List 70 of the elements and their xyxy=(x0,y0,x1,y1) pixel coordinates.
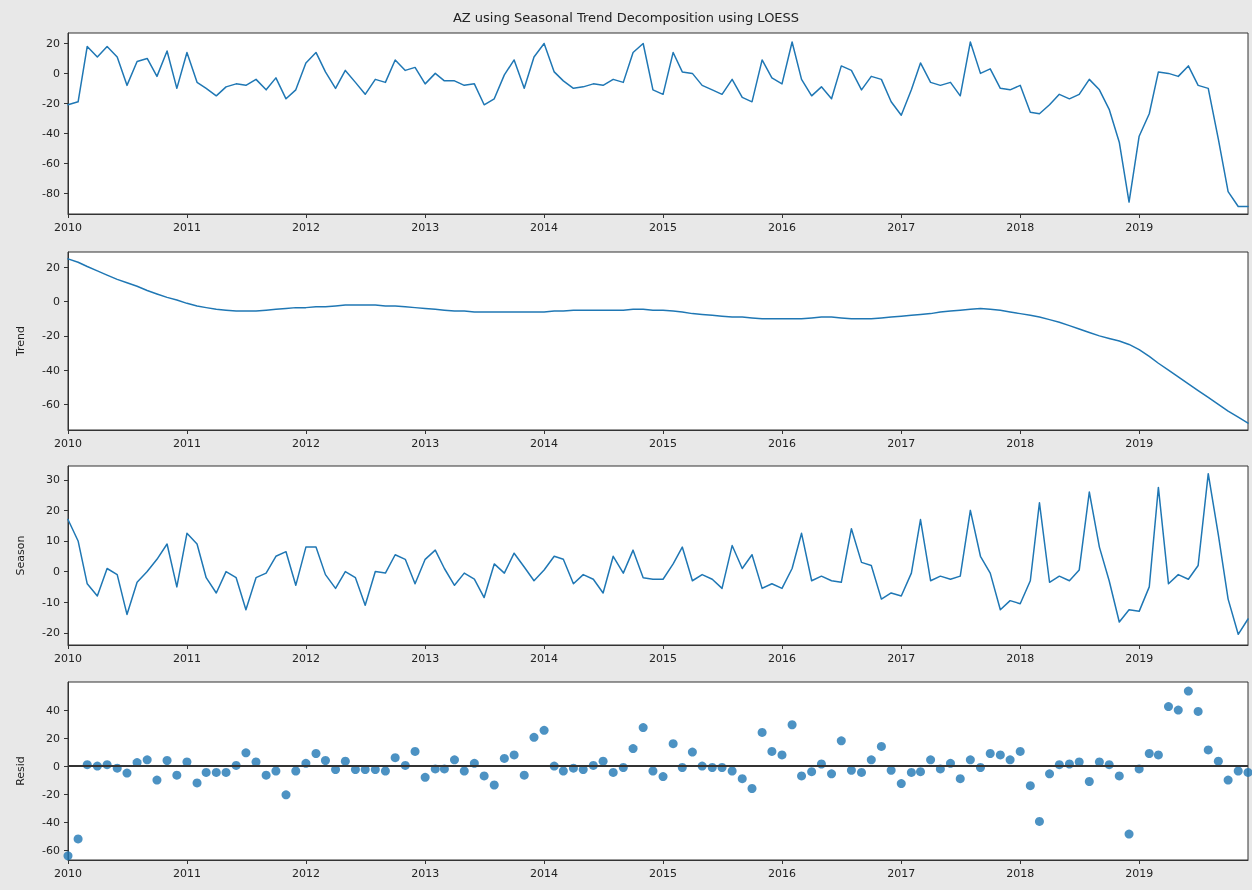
x-tick-label: 2011 xyxy=(172,221,201,234)
y-tick-label: 20 xyxy=(46,731,60,745)
x-tick-label: 2011 xyxy=(172,652,201,665)
x-tick-label: 2015 xyxy=(649,437,678,450)
x-tick-label: 2015 xyxy=(649,652,678,665)
x-tick-label: 2012 xyxy=(291,437,320,450)
x-tick-label: 2010 xyxy=(54,867,82,880)
y-tick-label: 30 xyxy=(46,473,60,487)
y-tick-label: -40 xyxy=(42,363,60,377)
y-tick-label: 0 xyxy=(53,759,60,773)
y-axis-title: Resid xyxy=(14,756,27,786)
x-tick-label: 2018 xyxy=(1006,652,1035,665)
x-tick-label: 2014 xyxy=(530,867,559,880)
y-tick-label: 0 xyxy=(53,66,60,80)
y-tick-label: -20 xyxy=(42,96,60,110)
x-tick-label: 2010 xyxy=(54,652,82,665)
y-axis-title: Season xyxy=(14,535,27,576)
x-tick-label: 2016 xyxy=(768,652,796,665)
line-series xyxy=(67,258,1249,424)
y-tick-label: 20 xyxy=(46,503,60,517)
x-tick-label: 2017 xyxy=(887,437,916,450)
x-tick-label: 2018 xyxy=(1006,867,1035,880)
x-tick-label: 2013 xyxy=(411,867,440,880)
y-tick-label: -10 xyxy=(42,595,60,609)
y-tick-label: 0 xyxy=(53,565,60,579)
x-tick-label: 2013 xyxy=(411,652,440,665)
x-tick-label: 2012 xyxy=(291,867,320,880)
x-tick-label: 2012 xyxy=(291,652,320,665)
x-tick-label: 2015 xyxy=(649,221,678,234)
y-tick-label: -20 xyxy=(42,787,60,801)
y-tick-label: -20 xyxy=(42,626,60,640)
x-tick-label: 2012 xyxy=(291,221,320,234)
x-tick-label: 2013 xyxy=(411,437,440,450)
x-tick-label: 2018 xyxy=(1006,221,1035,234)
y-tick-label: -80 xyxy=(42,186,60,200)
x-tick-label: 2018 xyxy=(1006,437,1035,450)
chart-title: AZ using Seasonal Trend Decomposition using LOESS xyxy=(452,10,800,25)
y-axis-title: Trend xyxy=(14,325,27,358)
y-tick-label: 40 xyxy=(46,703,60,717)
x-tick-label: 2014 xyxy=(530,221,559,234)
y-tick-label: -60 xyxy=(42,397,60,411)
x-tick-label: 2010 xyxy=(54,221,82,234)
x-tick-label: 2017 xyxy=(887,867,916,880)
x-tick-label: 2011 xyxy=(172,867,201,880)
y-tick-label: -60 xyxy=(42,843,60,857)
x-tick-label: 2019 xyxy=(1125,867,1154,880)
x-tick-label: 2019 xyxy=(1125,437,1154,450)
y-tick-label: 10 xyxy=(46,534,60,548)
y-tick-label: 0 xyxy=(53,295,60,309)
x-tick-label: 2014 xyxy=(530,437,559,450)
x-tick-label: 2017 xyxy=(887,652,916,665)
x-tick-label: 2016 xyxy=(768,221,796,234)
x-tick-label: 2013 xyxy=(411,221,440,234)
x-tick-label: 2015 xyxy=(649,867,678,880)
x-tick-label: 2019 xyxy=(1125,221,1154,234)
y-tick-label: -20 xyxy=(42,329,60,343)
x-tick-label: 2011 xyxy=(172,437,201,450)
y-tick-label: 20 xyxy=(46,36,60,50)
y-tick-label: -40 xyxy=(42,126,60,140)
y-tick-label: -60 xyxy=(42,156,60,170)
x-tick-label: 2017 xyxy=(887,221,916,234)
y-tick-label: 20 xyxy=(46,260,60,274)
line-series xyxy=(67,41,1249,208)
x-tick-label: 2016 xyxy=(768,437,796,450)
x-tick-label: 2014 xyxy=(530,652,559,665)
x-tick-label: 2019 xyxy=(1125,652,1154,665)
line-series xyxy=(67,472,1249,636)
y-tick-label: -40 xyxy=(42,815,60,829)
x-tick-label: 2010 xyxy=(54,437,82,450)
x-tick-label: 2016 xyxy=(768,867,796,880)
